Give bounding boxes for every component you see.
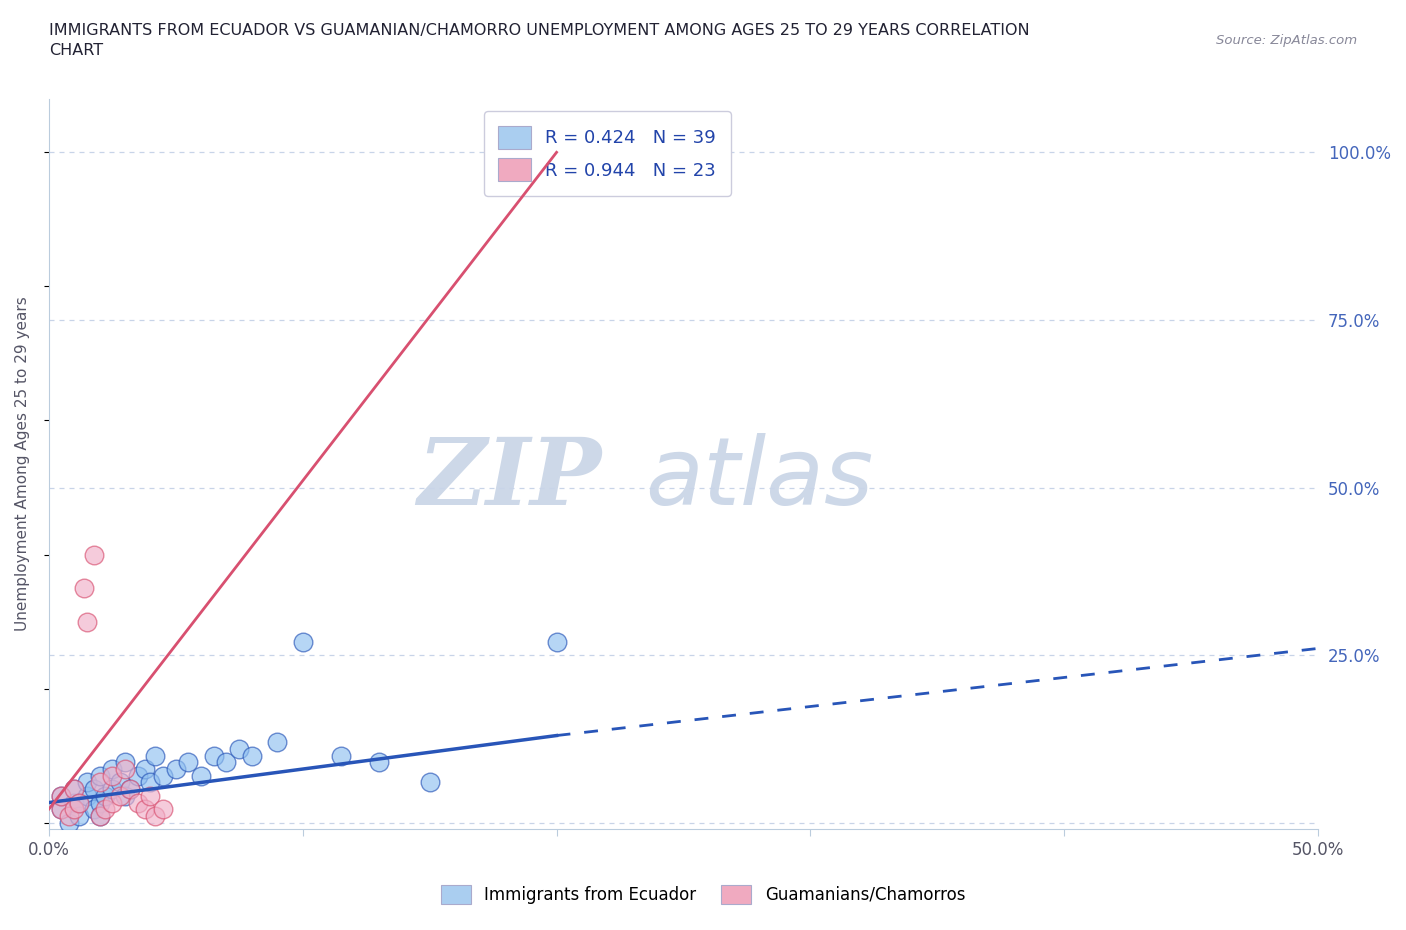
Point bbox=[127, 795, 149, 810]
Y-axis label: Unemployment Among Ages 25 to 29 years: Unemployment Among Ages 25 to 29 years bbox=[15, 297, 30, 631]
Point bbox=[63, 782, 86, 797]
Point bbox=[108, 775, 131, 790]
Point bbox=[118, 782, 141, 797]
Legend: R = 0.424   N = 39, R = 0.944   N = 23: R = 0.424 N = 39, R = 0.944 N = 23 bbox=[484, 112, 731, 195]
Point bbox=[76, 614, 98, 629]
Point bbox=[63, 782, 86, 797]
Point bbox=[67, 795, 90, 810]
Point bbox=[101, 762, 124, 777]
Point bbox=[152, 802, 174, 817]
Text: atlas: atlas bbox=[645, 433, 873, 525]
Point bbox=[51, 789, 73, 804]
Point bbox=[101, 768, 124, 783]
Point bbox=[89, 775, 111, 790]
Point bbox=[546, 145, 568, 160]
Point bbox=[118, 782, 141, 797]
Point bbox=[202, 749, 225, 764]
Point bbox=[101, 795, 124, 810]
Point bbox=[83, 547, 105, 562]
Point bbox=[215, 755, 238, 770]
Point bbox=[63, 802, 86, 817]
Point bbox=[108, 789, 131, 804]
Point bbox=[73, 580, 96, 595]
Point bbox=[177, 755, 200, 770]
Point bbox=[114, 762, 136, 777]
Legend: Immigrants from Ecuador, Guamanians/Chamorros: Immigrants from Ecuador, Guamanians/Cham… bbox=[434, 878, 972, 910]
Point bbox=[89, 808, 111, 823]
Point bbox=[67, 808, 90, 823]
Point bbox=[240, 749, 263, 764]
Point bbox=[76, 789, 98, 804]
Point bbox=[58, 808, 80, 823]
Point bbox=[134, 762, 156, 777]
Point bbox=[83, 802, 105, 817]
Text: ZIP: ZIP bbox=[416, 433, 600, 524]
Point bbox=[134, 802, 156, 817]
Point bbox=[89, 768, 111, 783]
Point bbox=[89, 808, 111, 823]
Point bbox=[114, 789, 136, 804]
Point bbox=[228, 741, 250, 756]
Point bbox=[93, 802, 115, 817]
Point bbox=[165, 762, 187, 777]
Point bbox=[76, 775, 98, 790]
Point bbox=[63, 795, 86, 810]
Point bbox=[58, 816, 80, 830]
Point bbox=[546, 634, 568, 649]
Point bbox=[89, 795, 111, 810]
Point bbox=[127, 768, 149, 783]
Point bbox=[329, 749, 352, 764]
Point bbox=[139, 775, 162, 790]
Point bbox=[101, 782, 124, 797]
Point bbox=[367, 755, 389, 770]
Point bbox=[266, 735, 288, 750]
Point bbox=[145, 749, 167, 764]
Point bbox=[93, 789, 115, 804]
Point bbox=[190, 768, 212, 783]
Point bbox=[152, 768, 174, 783]
Point bbox=[114, 755, 136, 770]
Point bbox=[139, 789, 162, 804]
Point bbox=[419, 775, 441, 790]
Point bbox=[83, 782, 105, 797]
Point bbox=[51, 802, 73, 817]
Text: IMMIGRANTS FROM ECUADOR VS GUAMANIAN/CHAMORRO UNEMPLOYMENT AMONG AGES 25 TO 29 Y: IMMIGRANTS FROM ECUADOR VS GUAMANIAN/CHA… bbox=[49, 23, 1029, 58]
Point bbox=[51, 789, 73, 804]
Point bbox=[51, 802, 73, 817]
Point bbox=[291, 634, 314, 649]
Point bbox=[67, 795, 90, 810]
Point bbox=[145, 808, 167, 823]
Text: Source: ZipAtlas.com: Source: ZipAtlas.com bbox=[1216, 34, 1357, 47]
